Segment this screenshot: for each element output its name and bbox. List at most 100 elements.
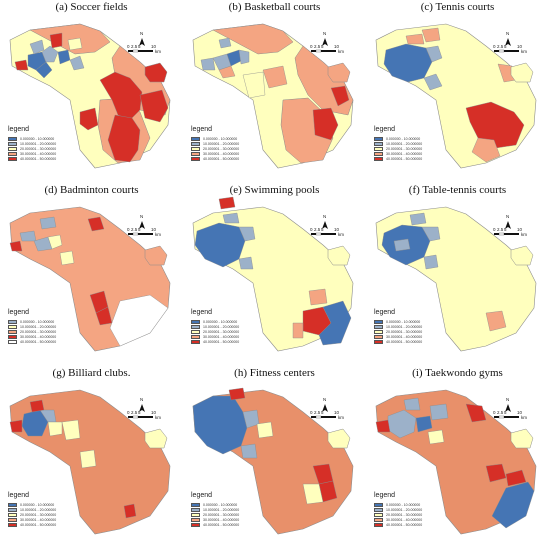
- scale-tick-label: 2.5: [497, 410, 504, 415]
- legend-item: 40.000001 - 50.000000: [191, 523, 239, 527]
- legend-swatch: [8, 330, 17, 334]
- legend-item: 10.000001 - 20.000000: [191, 325, 239, 329]
- legend-item: 0.000000 - 10.000000: [374, 320, 420, 324]
- scale-tick-label: 0: [310, 44, 313, 49]
- panel-d: (d) Badminton courts legend 0.000000 - 1…: [0, 183, 183, 366]
- legend-swatch: [374, 508, 383, 512]
- legend-range-label: 0.000000 - 10.000000: [20, 320, 55, 324]
- scale-unit-label: km: [155, 49, 161, 54]
- district-shapes: [200, 37, 350, 141]
- panel-title: (c) Tennis courts: [420, 1, 495, 13]
- legend-swatch: [374, 503, 383, 507]
- legend-swatch: [191, 137, 200, 141]
- choropleth-map: [375, 206, 537, 352]
- legend-range-label: 10.000001 - 20.000000: [203, 508, 240, 512]
- north-label: N: [140, 214, 144, 219]
- north-label: N: [506, 214, 510, 219]
- district-shapes: [383, 27, 525, 163]
- legend-range-label: 40.000001 - 50.000000: [20, 523, 57, 527]
- legend-swatch: [374, 157, 383, 161]
- legend-range-label: 20.000001 - 30.000000: [203, 330, 240, 334]
- legend-item: 10.000001 - 20.000000: [374, 508, 422, 512]
- scale-tick-label: 10: [151, 44, 157, 49]
- legend-swatch: [374, 152, 383, 156]
- north-label: N: [140, 397, 144, 402]
- legend-swatch: [191, 142, 200, 146]
- north-label: N: [506, 31, 510, 36]
- north-label: N: [323, 31, 327, 36]
- district-shapes: [9, 216, 169, 347]
- legend-item: 0.000000 - 10.000000: [191, 320, 237, 324]
- scale-tick-label: 10: [334, 410, 340, 415]
- legend-swatch: [191, 152, 200, 156]
- legend-range-label: 10.000001 - 20.000000: [20, 142, 57, 146]
- scale-unit-label: km: [521, 415, 527, 420]
- legend-range-label: 0.000000 - 10.000000: [203, 503, 238, 507]
- legend-item: 10.000001 - 20.000000: [8, 508, 56, 512]
- legend-item: 10.000001 - 20.000000: [374, 325, 422, 329]
- legend-swatch: [374, 523, 383, 527]
- legend-range-label: 20.000001 - 30.000000: [20, 513, 57, 517]
- legend-swatch: [8, 523, 17, 527]
- legend-item: 30.000001 - 40.000000: [374, 335, 422, 339]
- legend-swatch: [374, 513, 383, 517]
- island: [144, 428, 168, 449]
- legend-item: 40.000001 - 50.000000: [8, 157, 56, 161]
- legend-swatch: [8, 157, 17, 161]
- legend-swatch: [191, 157, 200, 161]
- panel-title: (b) Basketball courts: [228, 1, 321, 13]
- legend-title: legend: [374, 126, 396, 133]
- scale-tick-label: 5: [504, 44, 507, 49]
- legend-range-label: 20.000001 - 30.000000: [203, 513, 240, 517]
- scale-unit-label: km: [155, 415, 161, 420]
- legend-range-label: 40.000001 - 50.000000: [20, 340, 57, 344]
- scale-tick-label: 0: [310, 227, 313, 232]
- legend-item: 40.000001 - 50.000000: [8, 523, 56, 527]
- island: [144, 62, 168, 83]
- legend-item: 0.000000 - 10.000000: [191, 137, 237, 141]
- legend-range-label: 0.000000 - 10.000000: [203, 137, 238, 141]
- legend-title: legend: [374, 492, 396, 499]
- legend-range-label: 0.000000 - 10.000000: [203, 320, 238, 324]
- scale-tick-label: 2.5: [314, 410, 321, 415]
- district-shapes: [194, 196, 352, 346]
- legend-swatch: [191, 523, 200, 527]
- legend-item: 20.000001 - 30.000000: [374, 147, 422, 151]
- legend-range-label: 20.000001 - 30.000000: [203, 147, 240, 151]
- legend-range-label: 20.000001 - 30.000000: [386, 147, 423, 151]
- district-shapes: [9, 399, 137, 519]
- legend-item: 10.000001 - 20.000000: [374, 142, 422, 146]
- choropleth-map: [192, 387, 354, 535]
- legend-item: 0.000000 - 10.000000: [374, 503, 420, 507]
- panel-title: (h) Fitness centers: [234, 367, 315, 379]
- legend-range-label: 10.000001 - 20.000000: [203, 325, 240, 329]
- legend-swatch: [8, 513, 17, 517]
- scale-tick-label: 5: [138, 44, 141, 49]
- legend-swatch: [374, 142, 383, 146]
- legend-item: 10.000001 - 20.000000: [191, 508, 239, 512]
- legend-range-label: 10.000001 - 20.000000: [203, 142, 240, 146]
- legend-swatch: [8, 503, 17, 507]
- scale-tick-label: 2.5: [497, 227, 504, 232]
- scale-tick-label: 0: [493, 410, 496, 415]
- scale-tick-label: 5: [138, 410, 141, 415]
- legend-item: 0.000000 - 10.000000: [8, 503, 54, 507]
- island: [327, 245, 351, 266]
- legend-range-label: 10.000001 - 20.000000: [20, 325, 57, 329]
- legend-title: legend: [191, 492, 213, 499]
- choropleth-map: [9, 206, 171, 352]
- legend-range-label: 10.000001 - 20.000000: [386, 142, 423, 146]
- legend-swatch: [8, 152, 17, 156]
- scale-unit-label: km: [521, 49, 527, 54]
- legend-swatch: [8, 137, 17, 141]
- legend-range-label: 20.000001 - 30.000000: [386, 513, 423, 517]
- island: [510, 428, 534, 449]
- legend-range-label: 0.000000 - 10.000000: [386, 503, 421, 507]
- legend-range-label: 30.000001 - 40.000000: [20, 152, 57, 156]
- scale-tick-label: 10: [334, 44, 340, 49]
- scale-tick-label: 0: [493, 44, 496, 49]
- panel-i: (i) Taekwondo gyms legend 0.000000 - 10.…: [366, 366, 549, 549]
- legend-swatch: [8, 508, 17, 512]
- district-shapes: [381, 212, 507, 332]
